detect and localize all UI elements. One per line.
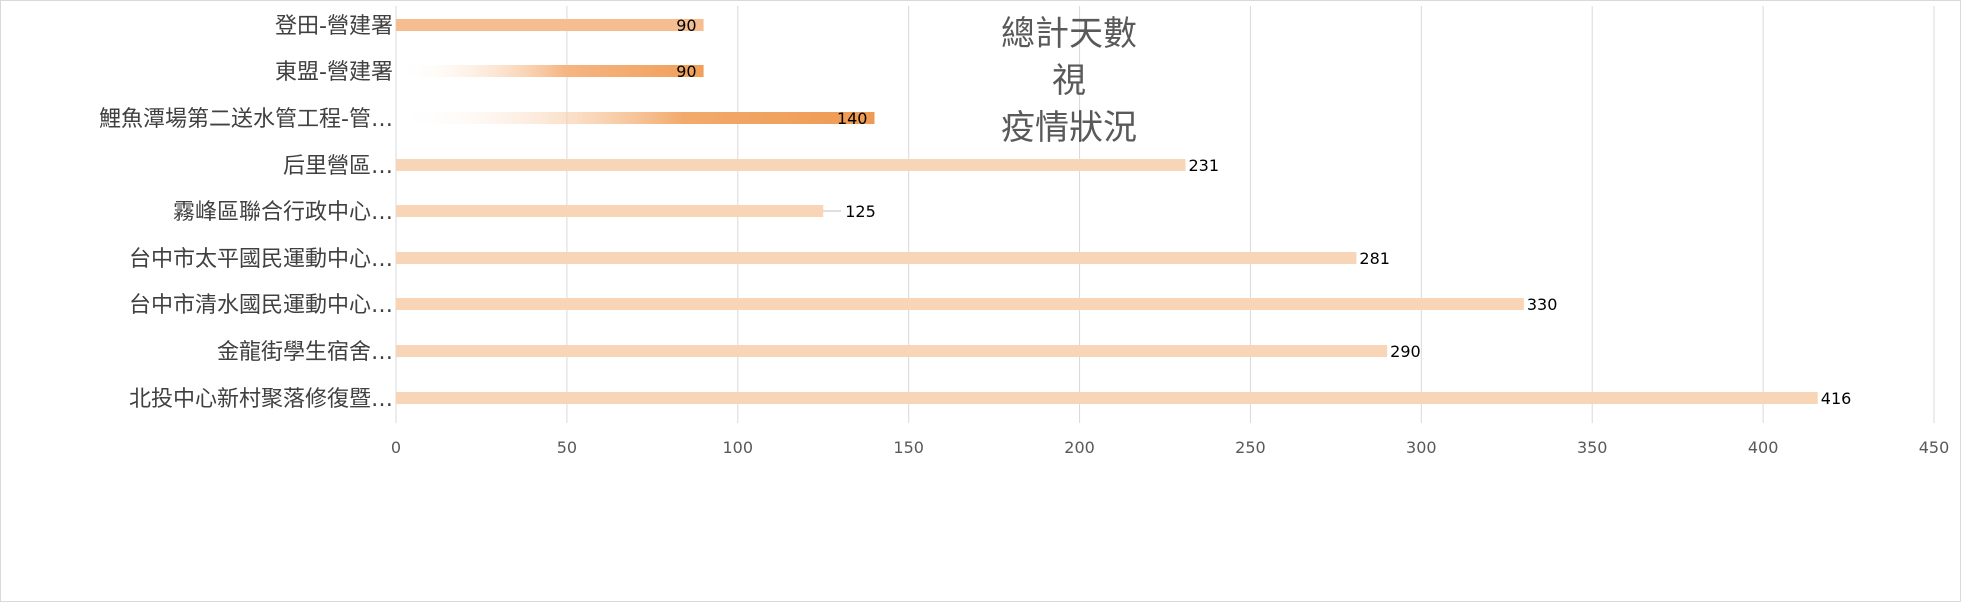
x-tick-label: 450: [1919, 438, 1950, 457]
data-label: 90: [676, 16, 696, 35]
bar: [396, 159, 1186, 171]
bar: [396, 19, 704, 31]
bar: [396, 252, 1357, 264]
data-label: 281: [1359, 249, 1390, 268]
bar: [396, 205, 824, 217]
x-tick-label: 350: [1577, 438, 1608, 457]
data-label: 290: [1390, 342, 1421, 361]
category-label: 台中市清水國民運動中心…: [129, 293, 393, 318]
bar: [396, 345, 1388, 357]
data-label: 231: [1189, 156, 1220, 175]
category-label: 鯉魚潭場第二送水管工程-管…: [99, 107, 393, 132]
bar: [396, 298, 1524, 310]
x-tick-label: 50: [557, 438, 577, 457]
x-tick-label: 400: [1748, 438, 1779, 457]
chart-title-line: 疫情狀況: [1001, 108, 1137, 148]
chart-title-line: 視: [1052, 61, 1086, 101]
data-label: 330: [1527, 295, 1558, 314]
category-label: 台中市太平國民運動中心…: [129, 247, 393, 272]
bar: [396, 392, 1818, 404]
data-label: 90: [676, 62, 696, 81]
x-axis-ticks: 0 50 100 150 200 250 300 350 400 450: [391, 438, 1949, 457]
data-label: 125: [845, 202, 876, 221]
x-tick-label: 150: [893, 438, 924, 457]
x-tick-label: 300: [1406, 438, 1437, 457]
bars: 90 90 140 231 125 281 330 290 416: [396, 16, 1851, 408]
category-label: 后里營區…: [283, 154, 393, 179]
x-tick-label: 100: [723, 438, 754, 457]
data-label: 140: [837, 109, 868, 128]
category-label: 登田-營建署: [275, 14, 393, 39]
x-tick-label: 200: [1064, 438, 1095, 457]
category-label: 金龍街學生宿舍…: [217, 340, 393, 365]
x-tick-label: 0: [391, 438, 401, 457]
bar: [396, 112, 875, 124]
category-label: 東盟-營建署: [275, 60, 393, 85]
category-label: 北投中心新村聚落修復暨…: [129, 387, 393, 412]
data-label: 416: [1821, 389, 1852, 408]
x-tick-label: 250: [1235, 438, 1266, 457]
chart-title-line: 總計天數: [1001, 14, 1137, 54]
bar: [396, 65, 704, 77]
category-label: 霧峰區聯合行政中心…: [173, 200, 393, 225]
